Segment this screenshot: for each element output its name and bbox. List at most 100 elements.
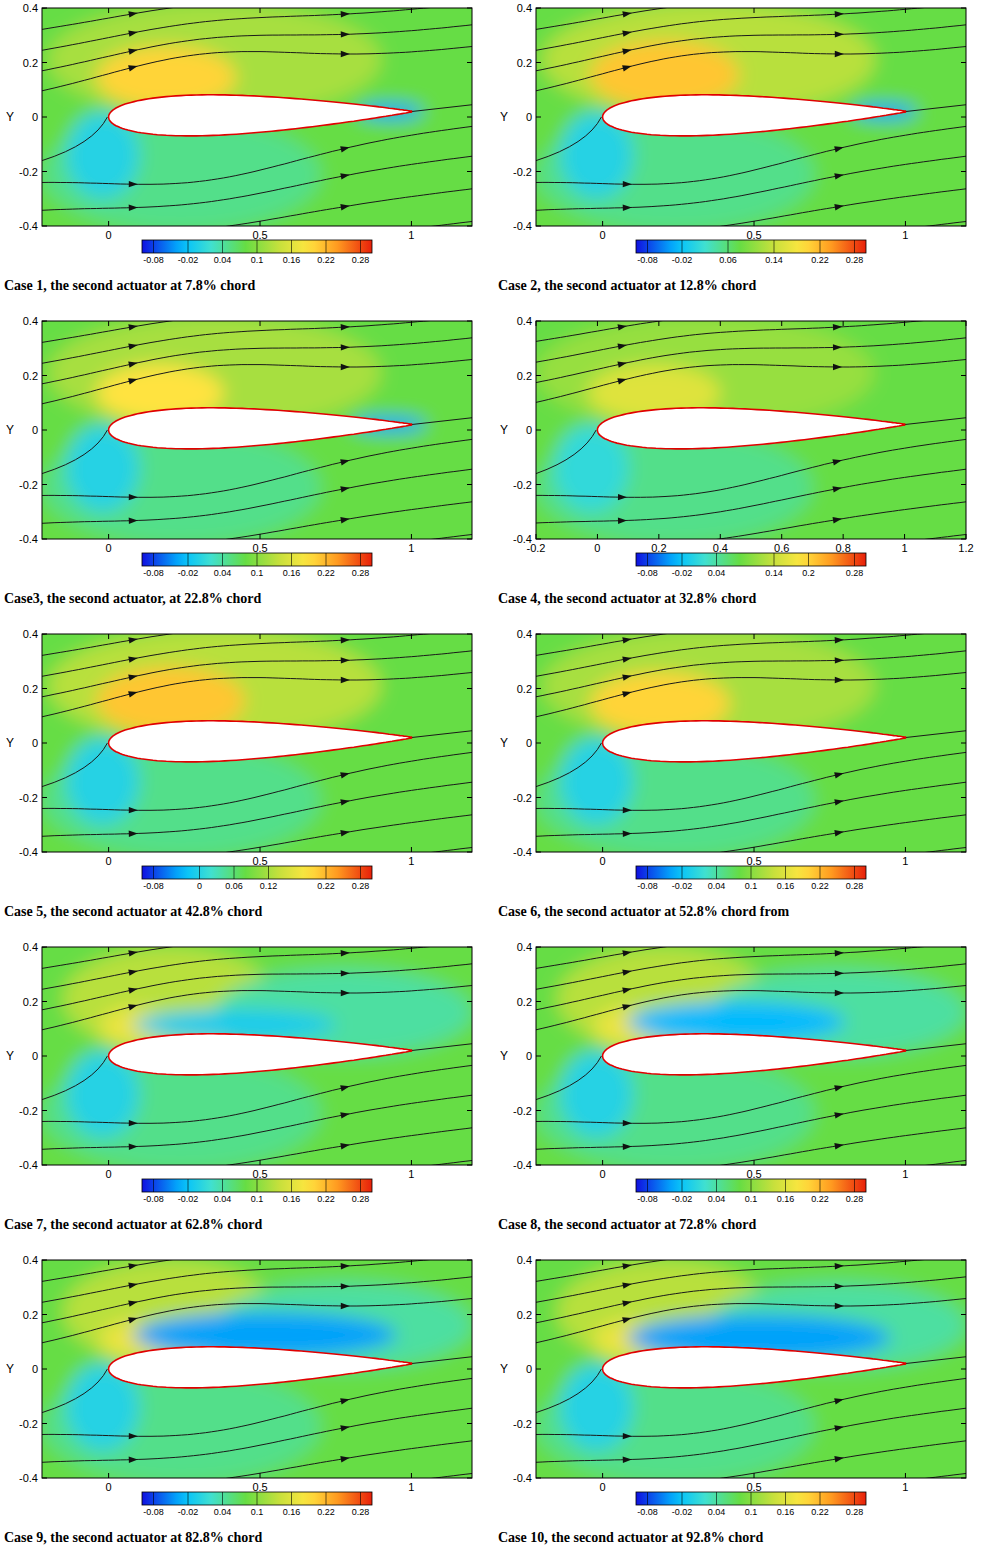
streamline	[42, 673, 472, 717]
airfoil	[597, 408, 904, 449]
colorbar-tick	[682, 553, 683, 566]
contour-field	[536, 947, 966, 1165]
x-tick	[411, 221, 412, 226]
y-tick	[536, 743, 541, 744]
streamline	[536, 338, 966, 383]
x-tick-label: 1	[408, 855, 414, 867]
x-tick	[843, 321, 844, 326]
colorbar-tick-label: 0.16	[777, 1194, 795, 1204]
plot-frame	[536, 321, 966, 539]
colorbar-tick	[820, 1492, 821, 1505]
plot-area	[536, 947, 966, 1165]
stream-arrow	[129, 204, 138, 211]
plot-frame	[42, 8, 472, 226]
y-tick	[961, 1165, 966, 1166]
wake-streamline	[411, 1357, 472, 1364]
x-tick	[966, 321, 967, 326]
colorbar-tick-label: 0	[197, 881, 202, 891]
stream-arrow	[128, 655, 138, 663]
airfoil	[109, 721, 412, 762]
airfoil	[109, 95, 412, 136]
wake-streamline	[905, 1044, 966, 1051]
stream-arrow	[835, 1263, 844, 1270]
x-tick	[905, 1260, 906, 1265]
colorbar-tick-label: -0.02	[178, 1194, 199, 1204]
stream-arrow	[834, 1455, 844, 1463]
colorbar-tick	[188, 1179, 189, 1192]
colorbar-tick-label: 0.06	[719, 255, 737, 265]
x-tick	[843, 534, 844, 539]
colorbar	[142, 866, 372, 879]
streamline	[42, 1378, 472, 1436]
streamline	[536, 964, 966, 1010]
colorbar-tick-label: 0.04	[708, 881, 726, 891]
x-tick	[602, 1160, 603, 1165]
panel: 00.51-0.4-0.200.20.4Y-0.08-0.020.040.10.…	[330, 865, 988, 1247]
panel: 00.51-0.4-0.200.20.4Y-0.0800.060.120.220…	[0, 552, 684, 934]
stream-arrow	[834, 1142, 844, 1150]
streamline	[536, 502, 966, 539]
panel: -0.200.20.40.60.811.2-0.4-0.200.20.4Y-0.…	[321, 239, 988, 621]
y-tick	[467, 539, 472, 540]
stream-arrow	[129, 807, 138, 814]
x-tick-label: 1	[902, 229, 908, 241]
x-tick	[754, 947, 755, 952]
y-tick-label: -0.2	[19, 792, 38, 804]
stream-arrow	[622, 1315, 632, 1323]
colorbar	[636, 1492, 866, 1505]
stream-arrow	[618, 323, 628, 331]
stream-arrow	[128, 10, 138, 18]
x-tick	[260, 847, 261, 852]
stream-arrow	[128, 1262, 138, 1270]
colorbar-tick	[785, 1179, 786, 1192]
y-tick	[961, 1056, 966, 1057]
x-tick-label: 0.5	[746, 229, 761, 241]
stream-arrow	[622, 1299, 632, 1307]
y-tick-label: 0	[32, 737, 38, 749]
streamline	[42, 947, 472, 989]
x-tick	[260, 947, 261, 952]
y-tick	[961, 117, 966, 118]
stream-arrow	[341, 31, 350, 38]
colorbar-tick	[820, 240, 821, 253]
stream-arrow	[835, 637, 844, 644]
streamline	[42, 439, 472, 497]
colorbar-tick-label: -0.08	[637, 1194, 658, 1204]
colorbar-tick-label: -0.08	[143, 568, 164, 578]
y-tick	[536, 321, 541, 322]
y-tick	[467, 688, 472, 689]
y-tick	[536, 1369, 541, 1370]
streamline	[536, 634, 966, 655]
colorbar-tick	[153, 553, 154, 566]
streamline	[42, 8, 472, 50]
x-tick	[905, 8, 906, 13]
stream-arrow	[128, 63, 138, 71]
colorbar-tick-label: -0.08	[637, 1507, 658, 1517]
x-tick-label: 0.4	[713, 542, 728, 554]
colorbar-tick	[257, 1492, 258, 1505]
panel-caption: Case 9, the second actuator at 82.8% cho…	[4, 1530, 263, 1545]
y-tick-label: 0.4	[23, 628, 38, 640]
colorbar-tick	[854, 553, 855, 566]
wake-streamline	[411, 418, 472, 425]
colorbar-tick	[291, 553, 292, 566]
y-tick	[42, 430, 47, 431]
streamline	[536, 8, 966, 50]
x-tick-label: 1	[408, 229, 414, 241]
colorbar-tick	[360, 1179, 361, 1192]
colorbar-tick	[326, 553, 327, 566]
stream-arrow	[128, 689, 138, 697]
plot-area	[42, 321, 472, 539]
colorbar-tick	[222, 1179, 223, 1192]
streamline	[536, 126, 966, 184]
stream-arrow	[128, 673, 138, 681]
plot-area	[42, 1260, 472, 1478]
y-tick	[42, 1260, 47, 1261]
panel: 00.51-0.4-0.200.20.4Y-0.08-0.020.040.10.…	[0, 865, 684, 1247]
stream-arrow	[834, 1083, 844, 1091]
colorbar-tick-label: 0.22	[811, 881, 829, 891]
stream-arrow	[341, 637, 350, 644]
stream-arrow	[128, 949, 138, 957]
streamline	[42, 752, 472, 810]
colorbar-tick-label: 0.04	[214, 255, 232, 265]
